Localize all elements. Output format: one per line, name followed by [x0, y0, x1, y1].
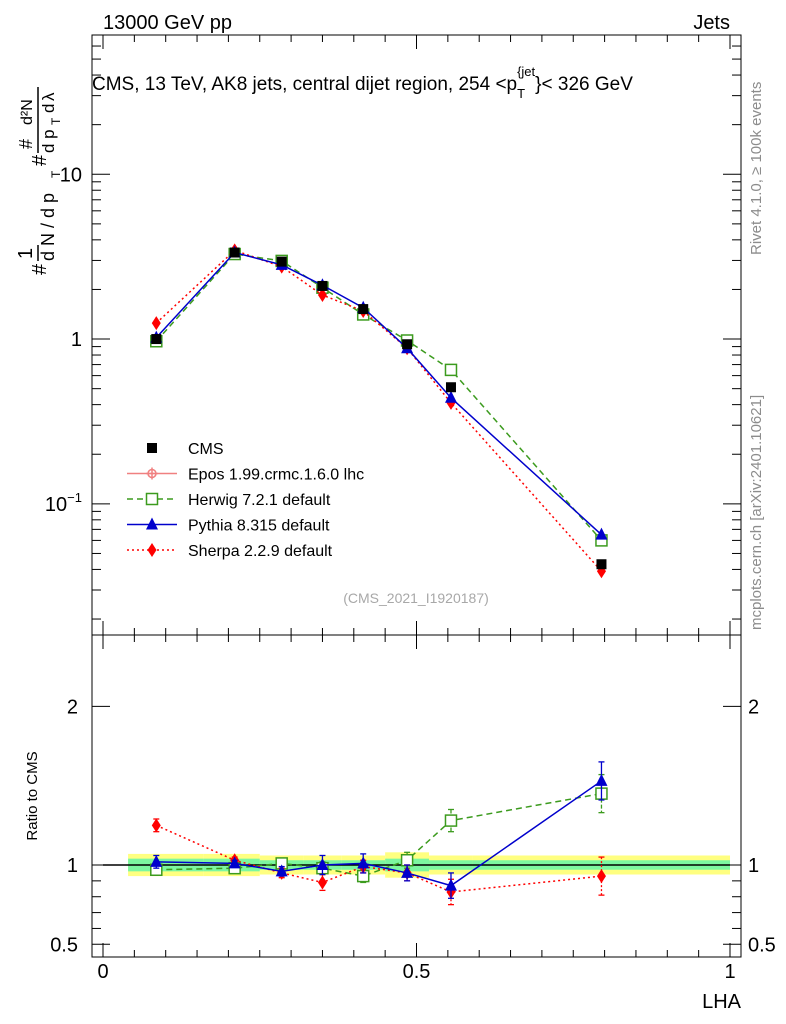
herwig-point	[444, 363, 458, 377]
main-series-group	[150, 243, 608, 579]
svg-text:1: 1	[15, 248, 37, 259]
ratio-y-tick-labels: 0.5 0.5 1 1 2 2	[50, 696, 776, 956]
svg-text:#: #	[16, 139, 36, 149]
legend-pythia-marker	[146, 517, 158, 530]
ratio-series-pythia	[150, 761, 608, 899]
pythia-line	[155, 251, 602, 536]
legend-epos-marker	[146, 467, 158, 480]
cms-point	[317, 280, 328, 291]
ratio-sherpa-point	[596, 869, 606, 884]
x-axis-label: LHA	[702, 991, 742, 1013]
cms-point	[445, 382, 456, 393]
sherpa-point	[151, 316, 161, 331]
svg-text:d N / d p: d N / d p	[38, 193, 58, 261]
ratio-pythia-point	[595, 773, 608, 786]
header-left: 13000 GeV pp	[103, 12, 232, 34]
legend-pythia-label: Pythia 8.315 default	[188, 518, 330, 535]
svg-text:d²N: d²N	[19, 99, 36, 125]
svg-text:T: T	[49, 117, 63, 125]
ratio-ytick-label-left: 0.5	[50, 934, 78, 956]
ytick-exponent: −1	[67, 490, 82, 505]
rivet-version-label: Rivet 4.1.0, ≥ 100k events	[748, 82, 765, 255]
x-ticks: 0 0.5 1	[97, 961, 735, 983]
ratio-pythia-point	[357, 856, 370, 869]
legend-cms-label: CMS	[188, 441, 224, 458]
ratio-herwig-point	[400, 853, 414, 867]
cms-point	[229, 247, 240, 258]
svg-text:#: #	[29, 154, 51, 166]
ratio-pythia-point	[316, 858, 329, 870]
ratio-pythia-line	[156, 780, 602, 887]
ratio-herwig-line	[156, 792, 602, 877]
ratio-herwig-point	[444, 814, 458, 827]
ratio-ytick-label-left: 2	[67, 696, 78, 718]
svg-text:d: d	[39, 104, 58, 113]
cms-point	[596, 559, 607, 570]
ratio-sherpa-point	[317, 875, 327, 890]
ratio-panel-frame	[91, 634, 742, 958]
pythia-point	[595, 527, 608, 540]
legend: CMS Epos 1.99.crmc.1.6.0 lhc Herwig 7.2.1 …	[127, 441, 364, 560]
title-sub: T	[517, 86, 525, 101]
svg-text:#: #	[29, 263, 51, 275]
series-cms	[151, 247, 607, 570]
legend-sherpa-marker	[147, 543, 157, 557]
title-sup: {jet	[517, 64, 535, 79]
svg-text:d p: d p	[39, 129, 58, 153]
ratio-pythia-point	[401, 865, 414, 878]
svg-text:T: T	[49, 170, 63, 178]
ratio-pythia-point	[444, 878, 457, 891]
legend-herwig-label: Herwig 7.2.1 default	[188, 492, 331, 509]
ratio-pythia-point	[150, 854, 163, 867]
main-ytick-label: 10−1	[45, 490, 82, 516]
ratio-ylabel: Ratio to CMS	[24, 751, 41, 840]
main-ylabel: # 1 d N / d p T # # d p T d λ d²N	[15, 87, 63, 275]
cms-point	[358, 304, 369, 315]
cms-point	[402, 339, 413, 350]
x-tick-label: 0	[97, 961, 108, 983]
analysis-watermark: (CMS_2021_I1920187)	[343, 590, 489, 606]
ratio-series-group	[150, 761, 608, 906]
legend-cms-marker	[147, 443, 157, 453]
ratio-ytick-label-right: 2	[748, 696, 759, 718]
ytick-base: 10	[45, 494, 67, 516]
main-title: CMS, 13 TeV, AK8 jets, central dijet reg…	[92, 64, 633, 101]
main-ytick-label: 10	[60, 164, 82, 186]
ratio-sherpa-point	[151, 818, 161, 833]
main-y-ticks	[92, 34, 741, 635]
x-tick-label: 0.5	[403, 961, 431, 983]
title-pre: CMS, 13 TeV, AK8 jets, central dijet reg…	[92, 74, 517, 95]
legend-epos-label: Epos 1.99.crmc.1.6.0 lhc	[188, 467, 364, 484]
legend-herwig-marker	[145, 492, 159, 506]
ratio-ytick-label-right: 1	[748, 855, 759, 877]
title-post: }< 326 GeV	[535, 74, 633, 95]
mcplots-label: mcplots.cern.ch [arXiv:2401.10621]	[748, 395, 765, 630]
ratio-pythia-point	[275, 864, 288, 877]
cms-point	[151, 334, 162, 345]
main-ytick-label: 1	[71, 329, 82, 351]
ratio-ytick-label-left: 1	[67, 855, 78, 877]
svg-text:λ: λ	[39, 92, 58, 101]
x-tick-label: 1	[724, 961, 735, 983]
header-right: Jets	[693, 12, 730, 34]
legend-sherpa-label: Sherpa 2.2.9 default	[188, 543, 333, 560]
cms-point	[276, 256, 287, 267]
sherpa-line	[155, 249, 603, 572]
pythia-point	[444, 390, 457, 403]
ratio-pythia-point	[228, 856, 241, 869]
sherpa-point	[317, 288, 327, 303]
ratio-ticks	[92, 635, 741, 957]
ratio-ytick-label-right: 0.5	[748, 934, 776, 956]
ratio-uncertainty-band	[103, 852, 730, 878]
